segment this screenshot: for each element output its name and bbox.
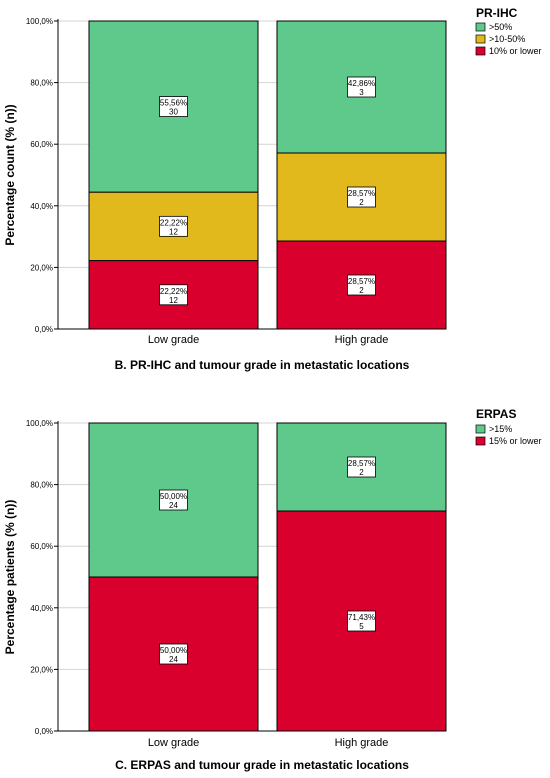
data-label-count: 24	[169, 501, 178, 510]
category-label: Low grade	[148, 334, 199, 346]
y-tick-label: 100,0%	[26, 419, 53, 428]
data-label-box	[159, 215, 188, 237]
y-tick-label: 0,0%	[35, 727, 53, 736]
data-label-count: 2	[359, 468, 364, 477]
y-tick-label: 40,0%	[30, 604, 53, 613]
data-label-count: 12	[169, 296, 178, 305]
data-label-box	[159, 489, 188, 511]
legend-item-label: 15% or lower	[489, 436, 542, 446]
legend-swatch	[475, 34, 486, 44]
data-label-count: 3	[359, 88, 364, 97]
data-label-box	[347, 186, 376, 208]
data-label-box	[159, 284, 188, 306]
data-label-count: 24	[169, 655, 178, 664]
data-label-count: 5	[359, 622, 364, 631]
data-label-percent: 50,00%	[160, 492, 187, 501]
data-label-percent: 28,57%	[348, 189, 375, 198]
data-label-percent: 42,86%	[348, 79, 375, 88]
data-label-count: 2	[359, 198, 364, 207]
data-label-box	[159, 96, 188, 117]
y-tick-label: 0,0%	[35, 325, 53, 334]
data-label-percent: 22,22%	[160, 218, 187, 227]
legend-item-label: >15%	[489, 424, 512, 434]
legend-swatch	[475, 46, 486, 56]
legend-swatch	[475, 424, 486, 434]
legend-item-label: >50%	[489, 22, 512, 32]
category-label: High grade	[335, 334, 389, 346]
data-label-box	[347, 610, 376, 632]
data-label-percent: 28,57%	[348, 459, 375, 468]
y-tick-label: 100,0%	[26, 17, 53, 26]
data-label-box	[347, 274, 376, 296]
data-label-count: 12	[169, 227, 178, 236]
category-label: Low grade	[148, 737, 199, 749]
y-tick-label: 20,0%	[30, 665, 53, 674]
data-label-box	[347, 76, 376, 98]
y-tick-label: 60,0%	[30, 140, 53, 149]
data-label-count: 30	[169, 108, 178, 117]
chart-0: 0,0%20,0%40,0%60,0%80,0%100,0%22,22%1222…	[3, 6, 542, 372]
data-label-count: 2	[359, 286, 364, 295]
y-tick-label: 80,0%	[30, 481, 53, 490]
data-label-percent: 22,22%	[160, 287, 187, 296]
legend-swatch	[475, 22, 486, 32]
data-label-percent: 55,56%	[160, 99, 187, 108]
data-label-percent: 50,00%	[160, 646, 187, 655]
chart-caption: B. PR-IHC and tumour grade in metastatic…	[115, 358, 410, 372]
data-label-box	[347, 456, 376, 478]
y-tick-label: 20,0%	[30, 263, 53, 272]
y-axis-title: Percentage patients (% (n))	[3, 500, 17, 655]
legend-item-label: >10-50%	[489, 34, 525, 44]
legend-swatch	[475, 436, 486, 446]
chart-caption: C. ERPAS and tumour grade in metastatic …	[115, 758, 409, 772]
y-tick-label: 60,0%	[30, 542, 53, 551]
legend-item-label: 10% or lower	[489, 46, 542, 56]
y-tick-label: 40,0%	[30, 202, 53, 211]
y-tick-label: 80,0%	[30, 79, 53, 88]
data-label-box	[159, 643, 188, 665]
data-label-percent: 28,57%	[348, 277, 375, 286]
chart-1: 0,0%20,0%40,0%60,0%80,0%100,0%50,00%2450…	[3, 407, 542, 772]
legend-title: PR-IHC	[476, 6, 518, 20]
y-axis-title: Percentage count (% (n))	[3, 104, 17, 245]
category-label: High grade	[335, 737, 389, 749]
data-label-percent: 71,43%	[348, 613, 375, 622]
legend-title: ERPAS	[476, 407, 516, 421]
